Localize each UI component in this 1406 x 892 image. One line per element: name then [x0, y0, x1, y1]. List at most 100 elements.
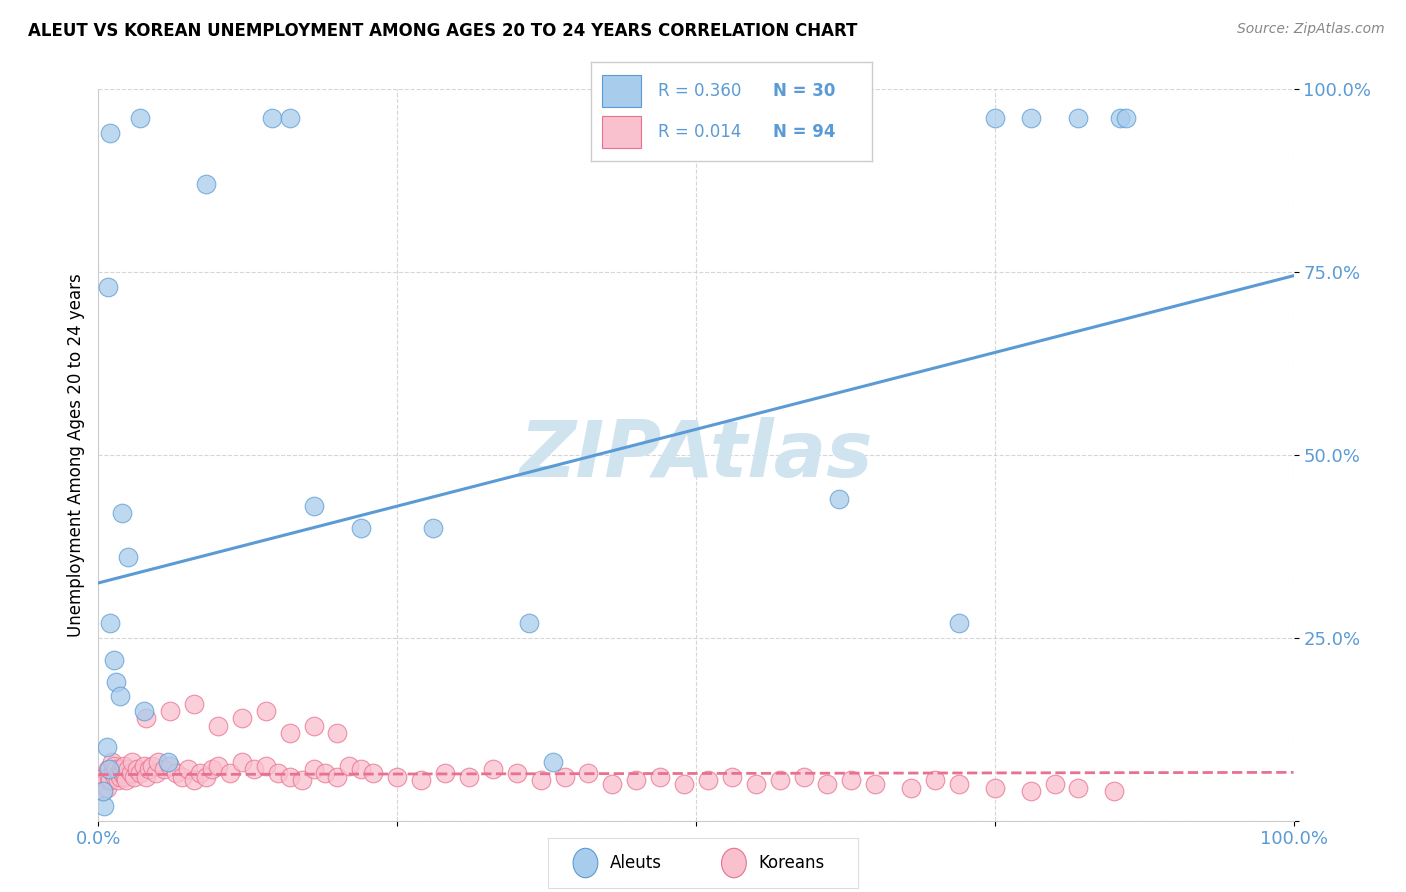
Point	[267, 766, 290, 780]
Point	[983, 112, 1005, 126]
Point	[624, 773, 647, 788]
Point	[98, 763, 121, 777]
Point	[111, 507, 134, 521]
Point	[132, 758, 155, 772]
Ellipse shape	[574, 848, 598, 878]
Point	[104, 770, 127, 784]
Point	[97, 763, 120, 777]
Point	[900, 780, 922, 795]
Point	[177, 763, 200, 777]
Point	[94, 773, 117, 788]
Point	[924, 773, 946, 788]
Point	[129, 112, 152, 126]
Point	[148, 755, 170, 769]
Point	[101, 766, 124, 780]
Point	[93, 799, 115, 814]
Point	[138, 763, 160, 777]
Point	[129, 766, 152, 780]
Point	[159, 758, 181, 772]
Point	[103, 758, 125, 772]
Point	[98, 126, 122, 140]
Point	[517, 616, 540, 631]
Point	[648, 770, 672, 784]
Point	[481, 763, 505, 777]
Point	[1102, 784, 1125, 798]
Point	[673, 777, 696, 791]
Point	[120, 766, 142, 780]
Point	[948, 777, 970, 791]
Text: N = 94: N = 94	[773, 123, 835, 141]
Point	[124, 770, 146, 784]
Point	[541, 755, 564, 769]
Point	[183, 697, 205, 711]
Point	[219, 766, 242, 780]
Point	[326, 770, 349, 784]
Point	[108, 690, 131, 704]
Point	[350, 763, 373, 777]
Point	[768, 773, 790, 788]
Point	[103, 653, 125, 667]
Point	[815, 777, 838, 791]
Point	[105, 763, 128, 777]
Point	[290, 773, 312, 788]
Point	[172, 770, 194, 784]
Point	[1043, 777, 1066, 791]
Point	[506, 766, 529, 780]
Text: Koreans: Koreans	[759, 854, 825, 872]
Text: R = 0.360: R = 0.360	[658, 82, 741, 100]
Point	[194, 770, 217, 784]
Point	[385, 770, 409, 784]
Point	[183, 773, 205, 788]
Point	[243, 763, 266, 777]
Point	[1067, 112, 1090, 126]
Point	[337, 758, 360, 772]
Point	[98, 616, 122, 631]
Point	[458, 770, 481, 784]
Point	[278, 726, 301, 740]
Point	[207, 718, 229, 732]
Text: ZIPAtlas: ZIPAtlas	[519, 417, 873, 493]
Point	[125, 763, 148, 777]
Point	[302, 763, 325, 777]
Point	[108, 770, 131, 784]
Text: Source: ZipAtlas.com: Source: ZipAtlas.com	[1237, 22, 1385, 37]
Point	[863, 777, 886, 791]
Point	[554, 770, 576, 784]
Point	[1109, 112, 1132, 126]
Point	[194, 178, 217, 192]
Point	[98, 773, 122, 788]
Point	[111, 766, 134, 780]
Point	[115, 773, 138, 788]
Point	[97, 279, 120, 293]
Point	[422, 521, 444, 535]
Point	[363, 766, 385, 780]
Point	[135, 711, 157, 725]
Point	[326, 726, 349, 740]
Point	[107, 766, 129, 780]
Point	[145, 766, 167, 780]
Point	[121, 755, 143, 769]
Point	[302, 718, 325, 732]
Point	[745, 777, 768, 791]
Point	[600, 777, 623, 791]
Point	[411, 773, 433, 788]
Point	[1019, 784, 1042, 798]
Point	[1115, 112, 1137, 126]
FancyBboxPatch shape	[602, 117, 641, 148]
Point	[1019, 112, 1042, 126]
Point	[107, 773, 129, 788]
Point	[983, 780, 1005, 795]
Point	[141, 758, 163, 772]
Point	[105, 674, 128, 689]
Point	[159, 704, 181, 718]
Point	[254, 704, 277, 718]
Point	[260, 112, 283, 126]
Point	[156, 755, 179, 769]
Point	[828, 491, 851, 506]
Point	[1067, 780, 1090, 795]
Point	[697, 773, 720, 788]
Point	[100, 755, 122, 769]
Point	[231, 711, 253, 725]
Text: N = 30: N = 30	[773, 82, 835, 100]
Point	[91, 784, 114, 798]
